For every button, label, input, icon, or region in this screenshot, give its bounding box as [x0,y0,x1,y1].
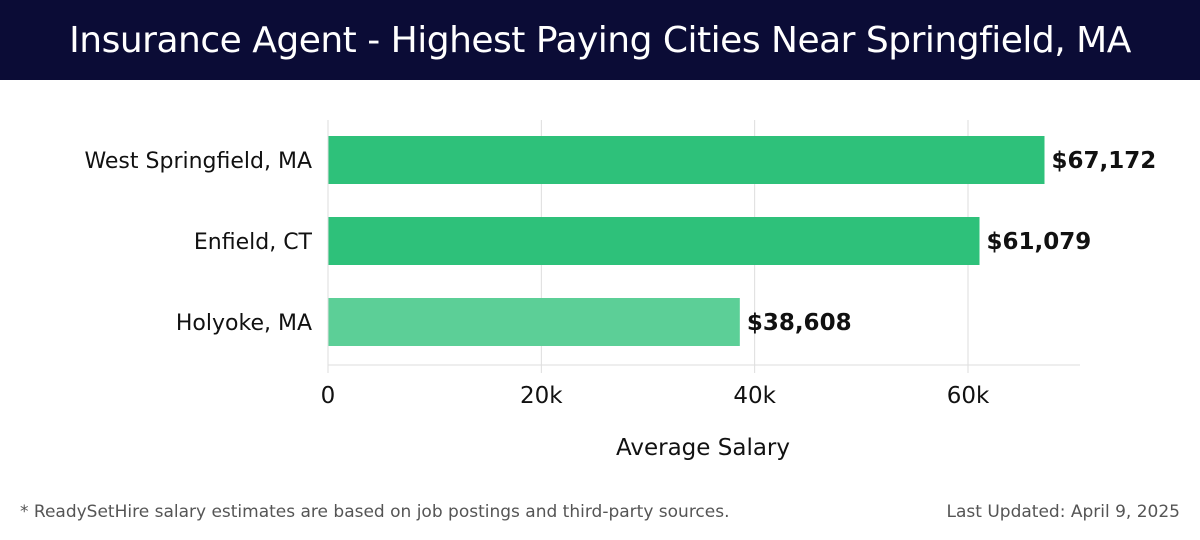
category-label: Holyoke, MA [176,311,312,336]
x-tick-label: 20k [520,383,563,409]
bar-chart: West Springfield, MA Enfield, CT Holyoke, … [84,120,1156,461]
bars [328,136,1045,346]
x-axis: 0 20k 40k 60k [321,120,1080,409]
category-labels: West Springfield, MA Enfield, CT Holyoke, … [84,149,312,336]
chart-header: Insurance Agent - Highest Paying Cities … [0,0,1200,80]
bar [328,298,740,346]
bar [328,136,1045,184]
chart-title: Insurance Agent - Highest Paying Cities … [69,19,1131,61]
value-labels: $67,172 $61,079 $38,608 [747,148,1156,336]
value-label: $38,608 [747,310,852,336]
value-label: $61,079 [987,229,1092,255]
x-tick-label: 60k [947,383,990,409]
x-tick-label: 40k [733,383,776,409]
footer-note: * ReadySetHire salary estimates are base… [20,502,730,522]
x-tick-label: 0 [321,383,336,409]
category-label: West Springfield, MA [84,149,312,174]
bar [328,217,980,265]
last-updated: Last Updated: April 9, 2025 [946,502,1180,522]
category-label: Enfield, CT [194,230,313,255]
x-axis-title: Average Salary [616,435,790,461]
value-label: $67,172 [1052,148,1157,174]
